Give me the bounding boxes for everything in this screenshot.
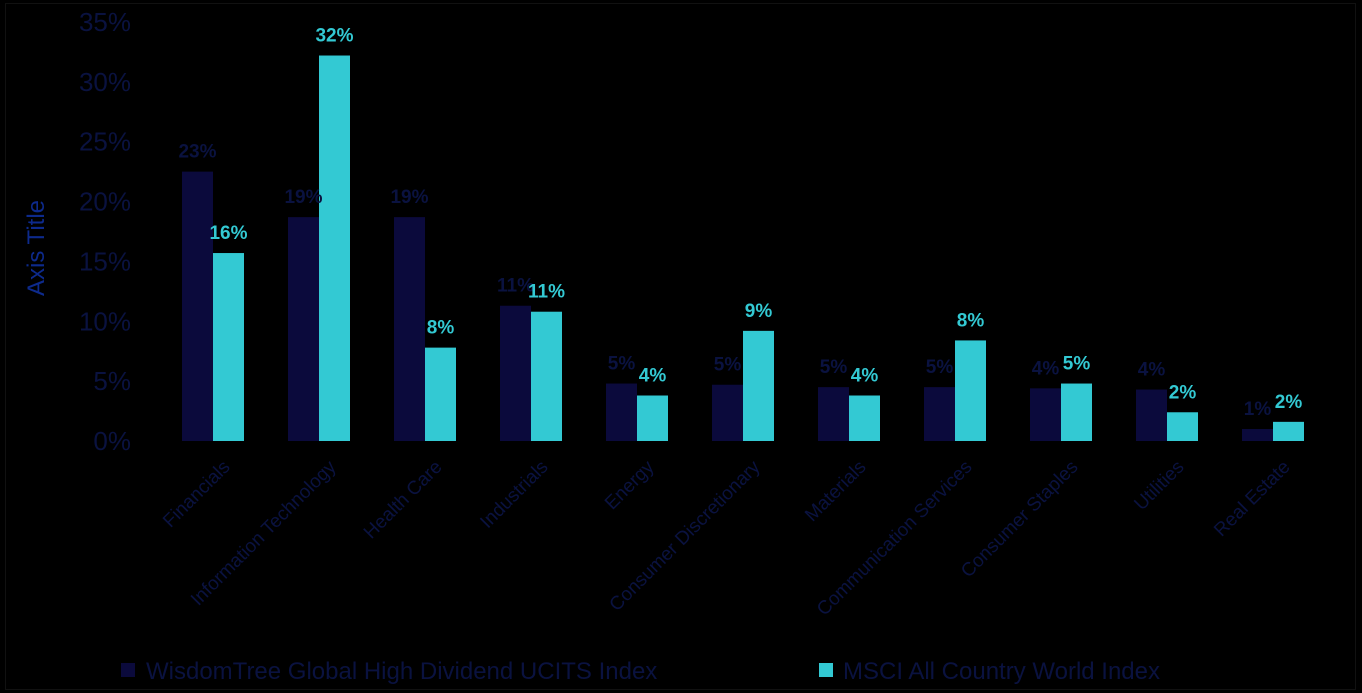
data-label: 8% — [427, 318, 455, 339]
data-label: 4% — [851, 366, 879, 387]
legend-swatch-series-1 — [819, 663, 833, 677]
y-tick-label: 5% — [93, 366, 131, 396]
bar-wisdomtree — [500, 306, 531, 441]
bar-msci — [955, 340, 986, 441]
x-tick-label: Utilities — [1130, 457, 1188, 515]
y-axis-ticks: 0% 5% 10% 15% 20% 25% 30% 35% — [79, 7, 131, 456]
data-label: 4% — [1032, 358, 1060, 379]
bar-wisdomtree — [818, 387, 849, 441]
y-tick-label: 35% — [79, 7, 131, 37]
bar-wisdomtree — [394, 217, 425, 441]
data-label: 23% — [178, 142, 216, 163]
y-axis-title: Axis Title — [23, 200, 50, 296]
x-tick-label: Real Estate — [1210, 457, 1294, 541]
y-tick-label: 15% — [79, 246, 131, 276]
data-label: 4% — [1138, 360, 1166, 381]
bar-wisdomtree — [1242, 429, 1273, 441]
bar-wisdomtree — [606, 384, 637, 441]
data-label: 5% — [714, 355, 742, 376]
data-label: 8% — [957, 310, 985, 331]
bar-msci — [637, 396, 668, 441]
x-tick-label: Energy — [601, 456, 659, 514]
x-tick-label: Industrials — [476, 457, 552, 533]
bar-msci — [531, 312, 562, 441]
data-label: 16% — [209, 223, 247, 244]
data-label: 1% — [1244, 399, 1272, 420]
x-tick-label: Consumer Staples — [957, 457, 1082, 582]
data-label: 19% — [284, 187, 322, 208]
bar-msci — [1167, 412, 1198, 441]
data-label: 11% — [528, 282, 565, 303]
data-label: 19% — [390, 187, 428, 208]
bar-msci — [213, 253, 244, 441]
data-label: 9% — [745, 301, 773, 322]
x-tick-label: Health Care — [360, 457, 447, 544]
bar-wisdomtree — [1030, 388, 1061, 441]
y-tick-label: 10% — [79, 306, 131, 336]
bar-msci — [1273, 422, 1304, 441]
bar-msci — [743, 331, 774, 441]
bar-msci — [319, 56, 350, 441]
bar-wisdomtree — [924, 387, 955, 441]
bars — [182, 56, 1304, 441]
data-label: 5% — [926, 357, 954, 378]
y-tick-label: 30% — [79, 67, 131, 97]
legend-swatch-series-0 — [121, 663, 135, 677]
bar-msci — [1061, 384, 1092, 441]
x-tick-label: Financials — [159, 457, 234, 532]
data-label: 4% — [639, 366, 667, 387]
data-label: 2% — [1169, 382, 1197, 403]
bar-msci — [425, 348, 456, 441]
x-tick-label: Materials — [801, 457, 870, 526]
y-tick-label: 25% — [79, 127, 131, 157]
bar-wisdomtree — [1136, 390, 1167, 441]
y-tick-label: 0% — [93, 426, 131, 456]
data-label: 2% — [1275, 392, 1303, 413]
data-label: 5% — [1063, 354, 1091, 375]
y-tick-label: 20% — [79, 187, 131, 217]
bar-msci — [849, 396, 880, 441]
legend: WisdomTree Global High Dividend UCITS In… — [121, 658, 1160, 685]
bar-wisdomtree — [288, 217, 319, 441]
data-label: 5% — [608, 354, 636, 375]
bar-wisdomtree — [182, 172, 213, 441]
data-label: 32% — [315, 26, 353, 47]
legend-label-series-0: WisdomTree Global High Dividend UCITS In… — [146, 658, 657, 685]
bar-wisdomtree — [712, 385, 743, 441]
legend-label-series-1: MSCI All Country World Index — [843, 658, 1160, 685]
data-label: 5% — [820, 357, 848, 378]
